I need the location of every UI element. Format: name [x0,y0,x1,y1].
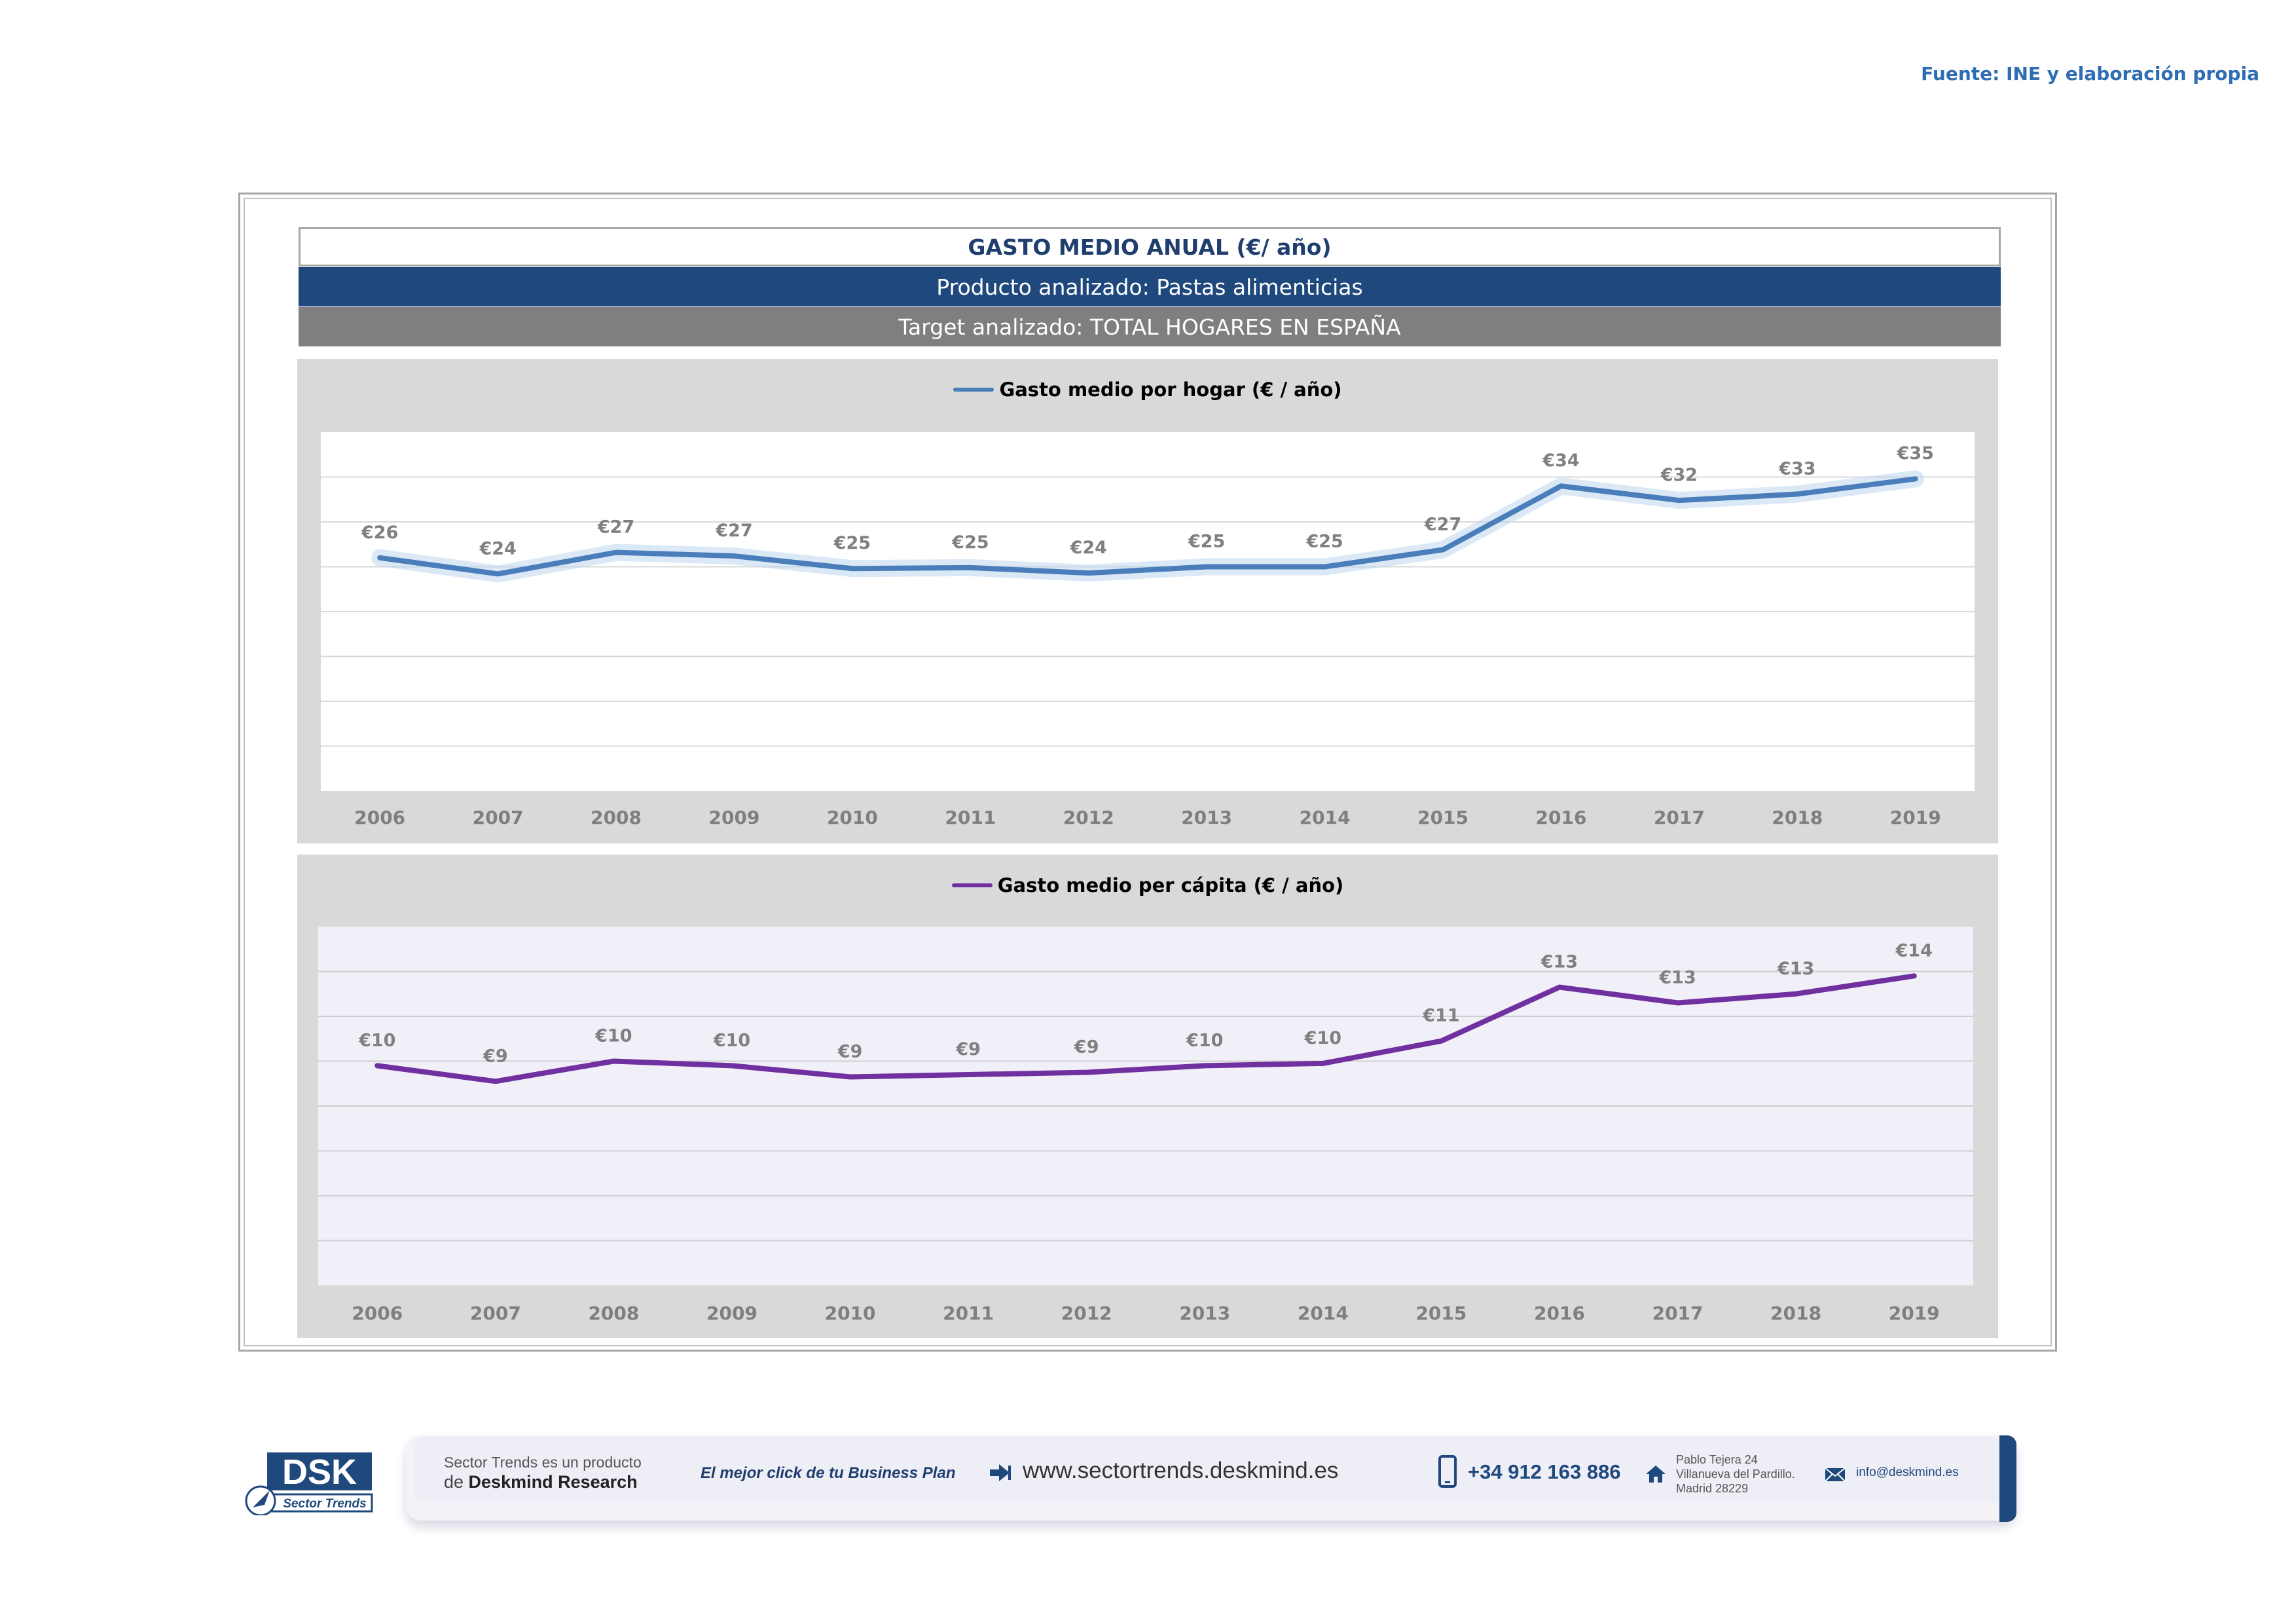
x-tick-label: 2018 [1772,807,1823,828]
data-label: €10 [1304,1028,1341,1048]
data-label: €26 [361,523,398,543]
address-line1: Pablo Tejera 24 [1676,1453,1758,1466]
x-tick-label: 2010 [825,1302,876,1324]
footer-product-line1: Sector Trends es un producto [444,1454,642,1471]
x-tick-label: 2006 [354,807,405,828]
address-line2: Villanueva del Pardillo. [1676,1467,1795,1481]
x-tick-label: 2011 [943,1302,994,1324]
data-label: €13 [1540,951,1578,972]
legend-label-household: Gasto medio por hogar (€ / año) [999,378,1342,401]
data-label: €34 [1542,451,1579,471]
data-label: €9 [955,1039,981,1060]
data-label: €25 [951,532,989,553]
source-note: Fuente: INE y elaboración propia [1921,63,2259,84]
x-tick-label: 2018 [1770,1302,1821,1324]
arrow-right-icon [990,1464,1011,1481]
x-tick-label: 2012 [1063,807,1114,828]
chart-household: €26 2006 €24 2007 €27 2008 €27 2009 €25 2010 €25 20… [321,432,1975,828]
data-label: €9 [837,1041,863,1061]
data-label: €27 [597,517,634,538]
x-tick-label: 2010 [827,807,878,828]
x-tick-label: 2016 [1534,1302,1585,1324]
x-tick-label: 2009 [709,807,760,828]
data-label: €24 [1070,538,1107,558]
x-tick-label: 2008 [591,807,642,828]
data-label: €25 [1305,532,1343,552]
chart-per-capita: €10 2006 €9 2007 €10 2008 €10 2009 €9 2010 €9 2011 €… [318,927,1973,1324]
series-line-per-capita [374,973,1917,1084]
x-tick-label: 2019 [1890,807,1941,828]
data-label: €24 [479,538,516,559]
data-label: €27 [715,521,752,541]
phone-icon [1438,1455,1457,1488]
x-tick-label: 2015 [1415,1302,1467,1324]
legend-swatch-household [953,388,994,392]
data-label: €27 [1424,514,1461,534]
data-label: €33 [1778,459,1815,479]
data-label: €10 [594,1026,632,1046]
data-label: €13 [1658,967,1696,987]
product-banner: Producto analizado: Pastas alimenticias [299,267,2001,306]
mail-icon [1825,1467,1846,1482]
series-line-household [377,476,1918,577]
x-tick-label: 2015 [1417,807,1468,828]
footer-accent [1999,1435,2016,1522]
legend-household: Gasto medio por hogar (€ / año) [297,378,1998,401]
chart-panel-per-capita: Gasto medio per cápita (€ / año) €10 2006… [297,855,1998,1338]
legend-per-capita: Gasto medio per cápita (€ / año) [297,874,1998,896]
footer-slogan: El mejor click de tu Business Plan [701,1464,956,1482]
x-tick-label: 2017 [1652,1302,1704,1324]
x-tick-label: 2016 [1536,807,1587,828]
data-label: €10 [1186,1030,1223,1050]
report-title: GASTO MEDIO ANUAL (€/ año) [299,227,2001,267]
footer-product-line2: de Deskmind Research [444,1472,638,1492]
data-label: €25 [833,533,871,553]
data-label: €25 [1188,532,1225,552]
x-tick-label: 2012 [1061,1302,1112,1324]
x-tick-label: 2013 [1179,1302,1230,1324]
data-label: €9 [483,1046,508,1066]
logo-subtext: Sector Trends [283,1497,366,1511]
x-tick-label: 2009 [706,1302,757,1324]
x-tick-label: 2007 [473,807,524,828]
footer-bar [406,1435,2016,1522]
data-label: €9 [1074,1037,1099,1058]
x-tick-label: 2008 [588,1302,639,1324]
x-tick-label: 2006 [352,1302,403,1324]
data-label: €13 [1777,959,1814,979]
footer-email-link[interactable]: info@deskmind.es [1856,1466,1959,1479]
data-label: €35 [1897,443,1934,464]
address-line3: Madrid 28229 [1676,1482,1749,1495]
report-frame [238,193,2057,1352]
footer-website-link[interactable]: www.sectortrends.deskmind.es [1023,1458,1339,1483]
x-tick-label: 2014 [1300,807,1351,828]
legend-swatch-per-capita [951,883,993,887]
data-label: €32 [1660,465,1698,485]
data-label: €10 [358,1030,395,1050]
x-tick-label: 2019 [1889,1302,1940,1324]
data-label: €14 [1895,940,1933,961]
legend-label-per-capita: Gasto medio per cápita (€ / año) [997,874,1344,896]
footer-band [414,1437,2011,1502]
x-tick-label: 2014 [1298,1302,1349,1324]
footer-phone[interactable]: +34 912 163 886 [1468,1460,1621,1483]
x-tick-label: 2007 [470,1302,521,1324]
home-icon [1646,1466,1666,1483]
dsk-logo: DSK Sector Trends [245,1452,373,1515]
footer-address: Pablo Tejera 24 Villanueva del Pardillo.… [1676,1452,1820,1496]
x-tick-label: 2013 [1181,807,1232,828]
data-label: €11 [1422,1006,1459,1026]
x-tick-label: 2017 [1654,807,1705,828]
logo-text: DSK [282,1452,357,1492]
target-banner: Target analizado: TOTAL HOGARES EN ESPAÑ… [299,307,2001,346]
data-label: €10 [713,1030,750,1050]
report-frame-inner [244,198,2052,1346]
chart-panel-household: Gasto medio por hogar (€ / año) €26 2006 €… [297,359,1998,843]
x-tick-label: 2011 [945,807,996,828]
